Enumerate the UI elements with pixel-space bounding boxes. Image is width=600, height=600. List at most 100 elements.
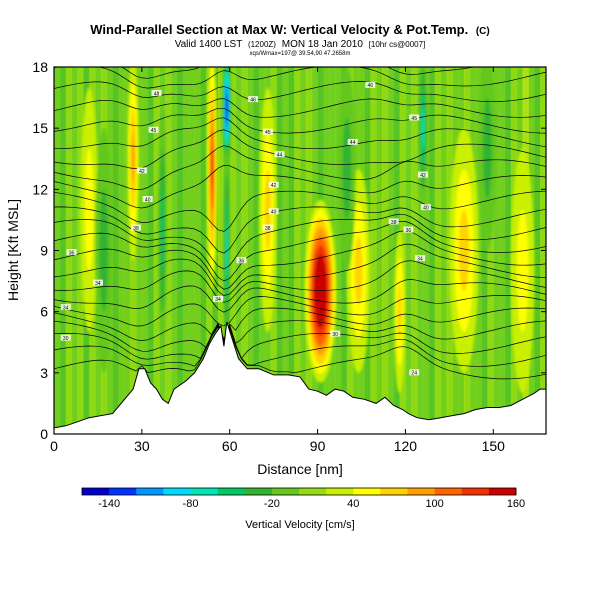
velocity-band (300, 67, 307, 434)
colorbar-swatch (434, 488, 463, 495)
contour-label: 36 (403, 226, 414, 234)
theta-contour (54, 230, 546, 290)
velocity-band (253, 67, 260, 434)
contour-label-text: 34 (417, 256, 423, 262)
contour-label-bg (213, 295, 223, 302)
contour-label-text: 42 (420, 173, 426, 179)
colorbar-swatch (271, 488, 300, 495)
contour-label-text: 38 (391, 220, 397, 226)
contour-label: 34 (92, 279, 103, 287)
x-tick: 60 (222, 67, 238, 454)
contour-label-text: 30 (63, 336, 69, 342)
contour-label: 42 (268, 181, 279, 189)
updraft-cell (516, 209, 529, 333)
velocity-band (481, 67, 489, 434)
velocity-band (136, 67, 143, 434)
contour-label-text: 34 (63, 305, 69, 311)
theta-contour (54, 129, 546, 169)
chart-small-note: xqs/Wmax=197@ 39.54,90 47.2658m (250, 51, 351, 57)
theta-contour (54, 307, 546, 341)
theta-contour (54, 279, 546, 313)
x-tick-label: 150 (482, 438, 506, 454)
velocity-band (487, 67, 494, 434)
theta-contour (54, 220, 546, 282)
theta-contour (54, 213, 546, 270)
velocity-band (153, 67, 161, 434)
contour-label-bg (409, 114, 420, 121)
theta-contour (54, 324, 546, 360)
y-tick: 6 (40, 304, 546, 320)
subtitle-valid: Valid 1400 LST (175, 39, 243, 50)
contour-label: 45 (262, 128, 273, 136)
plot-area: 48 46 46 45 45 45 44 44 42 42 42 40 40 40 38 38 38 36 36 36… (54, 67, 546, 434)
contour-label: 38 (131, 224, 141, 232)
x-tick: 150 (482, 67, 506, 454)
contour-label-text: 40 (423, 205, 429, 211)
contour-label-text: 44 (350, 140, 356, 146)
contour-label-text: 40 (271, 210, 277, 216)
colorbar-swatch (163, 488, 191, 495)
contour-label: 44 (274, 151, 285, 158)
downdraft-cell (421, 107, 425, 149)
y-tick-label: 0 (40, 426, 48, 442)
velocity-band (188, 67, 196, 434)
colorbar-tick-label: 100 (425, 498, 443, 510)
velocity-band (382, 67, 389, 434)
updraft-cell (318, 282, 323, 301)
subtitle-date: MON 18 Jan 2010 (282, 39, 364, 50)
velocity-band (376, 67, 383, 434)
contour-label-text: 42 (139, 169, 145, 175)
terrain-mask (54, 321, 546, 434)
y-tick: 9 (40, 243, 546, 259)
colorbar-swatch (299, 488, 327, 495)
x-tick: 30 (134, 67, 150, 454)
contour-label-text: 48 (154, 91, 160, 97)
contour-label-bg (262, 224, 273, 231)
y-tick: 15 (32, 120, 546, 136)
contour-label: 44 (347, 138, 358, 146)
contour-label-text: 38 (265, 226, 271, 232)
contour-label-bg (136, 167, 147, 174)
velocity-band (499, 67, 506, 434)
theta-contour-labels: 48 46 46 45 45 45 44 44 42 42 42 40 40 40 38 38 38 36 36 36… (60, 81, 431, 377)
contour-label-bg (151, 90, 162, 97)
theta-contour (54, 117, 546, 150)
colorbar-swatch (244, 488, 273, 495)
x-axis: 0 30 60 90 120 150 (50, 67, 505, 454)
contour-label: 36 (236, 257, 247, 264)
velocity-band (229, 67, 237, 434)
velocity-band (411, 67, 418, 434)
chart-title-text: Wind-Parallel Section at Max W: Vertical… (90, 22, 468, 37)
colorbar-swatch (82, 488, 110, 495)
y-tick-label: 3 (40, 365, 48, 381)
contour-label: 45 (148, 126, 159, 134)
chart-title-unit: (C) (476, 26, 490, 37)
contour-label-bg (330, 330, 341, 337)
downdraft-cell (483, 97, 492, 200)
colorbar-swatch (136, 488, 164, 495)
contour-label-bg (66, 249, 77, 256)
x-tick: 90 (310, 67, 326, 454)
velocity-band (423, 67, 430, 434)
updraft-cell (131, 133, 135, 185)
subtitle-zulu: (1200Z) (248, 40, 276, 49)
velocity-band (475, 67, 483, 434)
theta-contour (54, 260, 546, 303)
contour-label-text: 24 (411, 371, 417, 377)
contour-label-bg (248, 96, 259, 103)
contour-label-text: 38 (133, 226, 139, 232)
contour-label-text: 36 (239, 258, 245, 264)
contour-label-text: 34 (215, 297, 221, 303)
colorbar-swatch (407, 488, 435, 495)
velocity-band (147, 67, 155, 434)
y-tick-label: 15 (32, 120, 48, 136)
theta-contour (54, 145, 546, 190)
contour-label-bg (268, 208, 279, 215)
theta-contour (54, 206, 546, 254)
velocity-band (428, 67, 436, 434)
y-tick: 3 (40, 365, 546, 381)
contour-label-text: 46 (368, 83, 374, 89)
downdraft-cell (160, 189, 164, 271)
contour-label-text: 42 (271, 183, 277, 189)
contour-label-bg (268, 181, 279, 188)
